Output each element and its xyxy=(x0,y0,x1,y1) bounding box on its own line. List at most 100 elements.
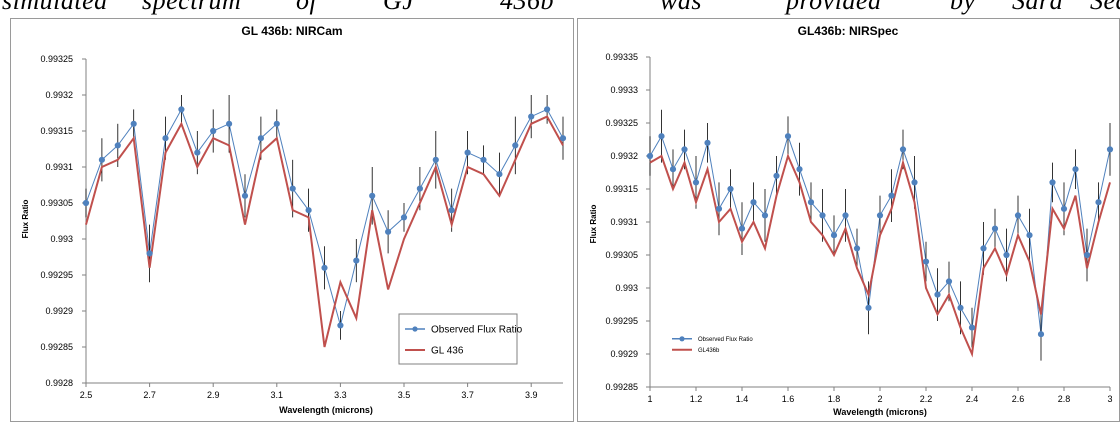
model-series-line xyxy=(649,153,1111,358)
observed-data-point xyxy=(784,133,792,140)
observed-data-point xyxy=(432,156,439,163)
y-tick-label: 0.9932 xyxy=(610,151,638,161)
observed-data-point xyxy=(337,322,344,329)
x-tick-label: 3.5 xyxy=(398,390,411,400)
x-tick-label: 1.8 xyxy=(828,394,841,404)
observed-data-point xyxy=(385,228,392,235)
chart-title: GL436b: NIRSpec xyxy=(798,24,899,38)
observed-data-point xyxy=(321,264,328,271)
chart-title: GL 436b: NIRCam xyxy=(241,24,342,38)
observed-data-point xyxy=(480,156,487,163)
observed-data-point xyxy=(496,171,503,178)
y-tick-label: 0.9931 xyxy=(45,162,73,172)
observed-data-point xyxy=(512,142,519,149)
observed-data-point xyxy=(464,149,471,156)
legend-box xyxy=(398,313,518,365)
caption-word: was xyxy=(660,0,702,15)
observed-data-point xyxy=(692,179,700,186)
y-tick-label: 0.9929 xyxy=(610,349,638,359)
y-tick-label: 0.99295 xyxy=(605,316,638,326)
observed-data-point xyxy=(98,156,106,163)
observed-data-point xyxy=(980,245,987,252)
nirspec-chart-svg: GL436b: NIRSpec Flux Ratio Wavelength (m… xyxy=(589,24,1114,417)
observed-data-point xyxy=(146,250,153,257)
observed-data-point xyxy=(210,127,217,135)
y-tick-label: 0.9929 xyxy=(45,306,73,316)
y-tick-label: 0.99325 xyxy=(605,118,638,128)
observed-data-point xyxy=(968,324,976,331)
caption-text-fragment: simulated spectrum of GJ 436b was provid… xyxy=(0,0,1120,20)
y-tick-label: 0.99315 xyxy=(605,184,638,194)
observed-data-point xyxy=(1026,232,1033,239)
observed-data-point xyxy=(82,199,90,207)
observed-data-point xyxy=(226,120,233,127)
observed-data-point xyxy=(416,185,423,192)
observed-data-point xyxy=(289,185,296,192)
observed-data-point xyxy=(1106,146,1114,153)
y-tick-label: 0.99295 xyxy=(40,270,73,280)
y-tick-label: 0.99315 xyxy=(40,126,73,136)
caption-word: provided xyxy=(786,0,882,15)
observed-data-point xyxy=(876,212,884,219)
observed-data-point xyxy=(194,149,201,156)
legend-box xyxy=(666,331,786,357)
legend-model-label: GL 436 xyxy=(431,346,464,357)
legend-model-label: GL436b xyxy=(698,348,720,354)
observed-data-point xyxy=(400,214,408,221)
x-tick-label: 2.5 xyxy=(80,390,93,400)
y-tick-label: 0.993 xyxy=(615,283,638,293)
x-tick-label: 1 xyxy=(647,394,652,404)
x-tick-label: 2 xyxy=(877,394,882,404)
x-axis-label: Wavelength (microns) xyxy=(279,405,373,415)
observed-data-point xyxy=(1083,251,1091,259)
caption-word: GJ xyxy=(383,0,415,15)
observed-data-point xyxy=(1003,251,1010,259)
observed-data-point xyxy=(853,245,861,252)
observed-data-point xyxy=(807,199,815,206)
model-series-line xyxy=(85,115,564,348)
observed-data-point xyxy=(162,135,169,142)
y-tick-label: 0.99285 xyxy=(40,342,73,352)
legend-observed-marker xyxy=(679,336,685,342)
observed-data-point xyxy=(865,304,872,311)
observed-data-point xyxy=(1014,212,1022,219)
observed-data-point xyxy=(911,179,918,186)
observed-data-point xyxy=(681,146,688,153)
x-tick-label: 3.7 xyxy=(461,390,474,400)
observed-data-point xyxy=(934,291,941,298)
x-tick-label: 3.9 xyxy=(525,390,538,400)
caption-word: simulated xyxy=(2,0,108,15)
observed-data-point xyxy=(1049,179,1056,186)
legend-observed-label: Observed Flux Ratio xyxy=(698,337,753,343)
observed-data-point xyxy=(1060,205,1068,212)
observed-data-point xyxy=(727,185,734,193)
caption-word: of xyxy=(296,0,318,15)
observed-data-point xyxy=(114,142,121,149)
caption-word: Seag xyxy=(1090,0,1120,15)
x-tick-label: 1.2 xyxy=(690,394,703,404)
y-tick-label: 0.99305 xyxy=(605,250,638,260)
observed-data-point xyxy=(669,166,677,173)
observed-data-point xyxy=(1095,199,1102,206)
observed-data-point xyxy=(715,205,723,212)
nircam-chart-panel: GL 436b: NIRCam Flux Ratio Wavelength (m… xyxy=(10,18,574,422)
y-tick-label: 0.9931 xyxy=(610,217,638,227)
x-tick-label: 3 xyxy=(1107,394,1112,404)
observed-data-point xyxy=(888,192,895,199)
observed-data-point xyxy=(899,146,907,153)
observed-data-point xyxy=(830,232,838,239)
observed-data-point xyxy=(544,106,551,113)
observed-data-point xyxy=(369,192,376,199)
x-axis-label: Wavelength (microns) xyxy=(833,407,927,417)
observed-data-point xyxy=(658,133,665,140)
observed-data-point xyxy=(448,207,455,214)
y-tick-label: 0.9932 xyxy=(45,90,73,100)
observed-data-point xyxy=(559,135,567,142)
y-tick-label: 0.9933 xyxy=(610,85,638,95)
observed-data-point xyxy=(738,225,746,232)
x-tick-label: 2.7 xyxy=(143,390,156,400)
observed-data-point xyxy=(945,278,953,285)
observed-data-point xyxy=(1072,166,1079,173)
y-tick-label: 0.99285 xyxy=(605,382,638,392)
observed-data-point xyxy=(1037,331,1045,338)
